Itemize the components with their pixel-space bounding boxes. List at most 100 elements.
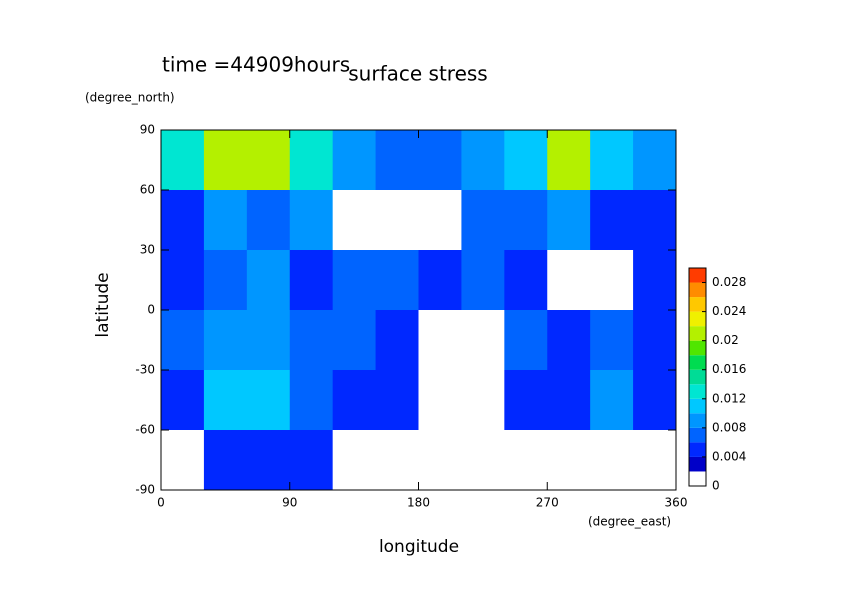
contour-cell (375, 250, 419, 311)
y-tick-label: -30 (135, 363, 155, 377)
contour-cell (461, 130, 505, 191)
contour-cell (633, 250, 677, 311)
colorbar-swatch (689, 340, 706, 356)
contour-cell (418, 190, 462, 251)
contour-cell (590, 250, 634, 311)
x-tick-label: 180 (407, 496, 430, 510)
contour-cell (461, 190, 505, 251)
contour-cell (161, 310, 205, 371)
contour-cell (547, 250, 591, 311)
contour-cell (375, 370, 419, 431)
contour-cell (246, 370, 291, 431)
contour-cell (547, 190, 591, 251)
contour-cell (504, 370, 548, 431)
contour-cell (203, 250, 248, 311)
contour-cell (461, 370, 505, 431)
colorbar-swatch (689, 398, 706, 414)
y-tick-label: 60 (140, 183, 155, 197)
contour-cell (504, 250, 548, 311)
x-tick-label: 90 (282, 496, 297, 510)
colorbar-tick-label: 0.004 (712, 449, 746, 463)
contour-cell (246, 130, 291, 191)
contour-cell (332, 190, 377, 251)
colorbar-tick-label: 0 (712, 479, 720, 493)
contour-cell (246, 430, 291, 491)
contour-cell (590, 190, 634, 251)
colorbar-swatch (689, 268, 706, 283)
contour-cell (590, 430, 634, 491)
y-tick-label: 90 (140, 123, 155, 137)
y-tick-label: -60 (135, 423, 155, 437)
contour-cell (590, 130, 634, 191)
colorbar-swatch (689, 311, 706, 327)
contour-cell (375, 190, 419, 251)
contour-cell (246, 190, 291, 251)
colorbar-tick-label: 0.024 (712, 304, 746, 318)
contour-cell (547, 430, 591, 491)
colorbar-swatch (689, 442, 706, 457)
chart-title: surface stress (348, 62, 487, 86)
contour-cell (332, 250, 377, 311)
contour-cell (547, 130, 591, 191)
contour-cell (461, 250, 505, 311)
x-tick-label: 270 (536, 496, 559, 510)
contour-cell (504, 310, 548, 371)
contour-cell (633, 190, 677, 251)
contour-cell (289, 310, 334, 371)
contour-cell (203, 370, 248, 431)
colorbar-swatch (689, 297, 706, 312)
colorbar-swatch (689, 282, 706, 298)
y-tick-label: 30 (140, 243, 155, 257)
contour-cell (289, 250, 334, 311)
x-tick-label: 360 (665, 496, 688, 510)
contour-cell (332, 130, 377, 191)
colorbar-swatch (689, 427, 706, 443)
colorbar-frame (688, 267, 707, 487)
contour-cell (547, 310, 591, 371)
contour-cell (461, 310, 505, 371)
contour-cell (203, 190, 248, 251)
contour-cell (633, 310, 677, 371)
contour-cell (161, 250, 205, 311)
contour-cell (332, 430, 377, 491)
contour-cell (161, 430, 205, 491)
colorbar-swatch (689, 369, 706, 385)
chart-subtitle: time =44909hours (162, 53, 350, 77)
contour-cell (547, 370, 591, 431)
colorbar-swatch (689, 355, 706, 370)
contour-cell (375, 130, 419, 191)
contour-cell (161, 370, 205, 431)
contour-cell (161, 190, 205, 251)
contour-cell (590, 310, 634, 371)
contour-cell (418, 430, 462, 491)
contour-cell (332, 370, 377, 431)
contour-cell (289, 370, 334, 431)
colorbar-tick-label: 0.016 (712, 362, 746, 376)
contour-cell (590, 370, 634, 431)
y-tick-label: 0 (147, 303, 155, 317)
colorbar-tick-label: 0.02 (712, 333, 739, 347)
contour-cell (504, 190, 548, 251)
y-axis-label: latitude (93, 272, 113, 337)
contour-cell (246, 250, 291, 311)
contour-cell (504, 130, 548, 191)
colorbar-tick-label: 0.008 (712, 420, 746, 434)
contour-cell (461, 430, 505, 491)
colorbar-tick-label: 0.012 (712, 391, 746, 405)
contour-cell (203, 430, 248, 491)
x-axis-label: longitude (379, 537, 459, 557)
contour-cell (418, 310, 462, 371)
contour-cell (418, 250, 462, 311)
contour-cell (504, 430, 548, 491)
contour-cell (633, 130, 677, 191)
contour-cell (203, 130, 248, 191)
colorbar-swatch (689, 456, 706, 472)
contour-cell (161, 130, 205, 191)
contour-cell (633, 430, 677, 491)
contour-cell (203, 310, 248, 371)
x-unit: (degree_east) (588, 515, 671, 529)
colorbar-swatch (689, 326, 706, 341)
contour-cell (289, 190, 334, 251)
contour-cell (289, 130, 334, 191)
x-tick-label: 0 (157, 496, 165, 510)
